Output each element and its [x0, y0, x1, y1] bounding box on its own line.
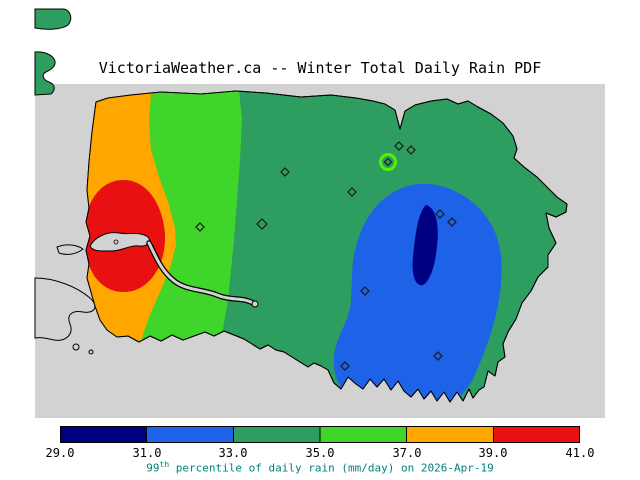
- caption-sup: th: [159, 460, 170, 469]
- colorbar-tick: 31.0: [132, 446, 162, 460]
- colorbar-tick: 29.0: [45, 446, 75, 460]
- colorbar-segment-39-41: [492, 426, 580, 443]
- channel-water: [147, 241, 255, 305]
- colorbar-caption: 99th percentile of daily rain (mm/day) o…: [0, 460, 640, 475]
- station-marker: [340, 361, 350, 371]
- station-marker: [280, 167, 290, 177]
- caption-base: 99: [146, 461, 160, 475]
- station-marker: [435, 209, 445, 219]
- colorbar-tick: 41.0: [565, 446, 595, 460]
- island-fragment-top-left: [34, 8, 72, 30]
- station-marker: [394, 141, 404, 151]
- colorbar-tick: 33.0: [218, 446, 248, 460]
- island-fragment-left-edge: [34, 51, 56, 96]
- station-marker: [383, 157, 393, 167]
- station-marker: [360, 286, 370, 296]
- station-marker: [447, 217, 457, 227]
- colorbar-segment-35-37: [319, 426, 408, 443]
- channel-lagoon: [251, 300, 259, 308]
- colorbar: [60, 426, 580, 443]
- station-markers-layer: [195, 141, 457, 371]
- colorbar-frame: [60, 426, 580, 443]
- figure-title: VictoriaWeather.ca -- Winter Total Daily…: [98, 59, 542, 77]
- colorbar-tick: 39.0: [478, 446, 508, 460]
- spit-fragment: [56, 244, 84, 255]
- colorbar-segment-31-33: [146, 426, 234, 443]
- station-marker: [406, 145, 416, 155]
- station-marker: [256, 218, 268, 230]
- station-marker: [347, 187, 357, 197]
- colorbar-segment-33-35: [232, 426, 321, 443]
- highlighted-station-ring: [379, 153, 397, 171]
- harbour-islet: [113, 239, 119, 245]
- station-marker: [433, 351, 443, 361]
- station-marker: [195, 222, 205, 232]
- islet: [72, 343, 80, 351]
- contour-31-33: [333, 183, 502, 402]
- colorbar-tick: 35.0: [305, 446, 335, 460]
- contour-29-31: [412, 205, 438, 286]
- coastline-fragment: [34, 277, 96, 341]
- caption-rest: percentile of daily rain (mm/day) on 202…: [169, 461, 494, 475]
- islet: [88, 349, 94, 355]
- colorbar-segment-37-39: [406, 426, 494, 443]
- coastline-outline: [85, 90, 568, 403]
- colorbar-segment-29-31: [60, 426, 148, 443]
- colorbar-tick: 37.0: [392, 446, 422, 460]
